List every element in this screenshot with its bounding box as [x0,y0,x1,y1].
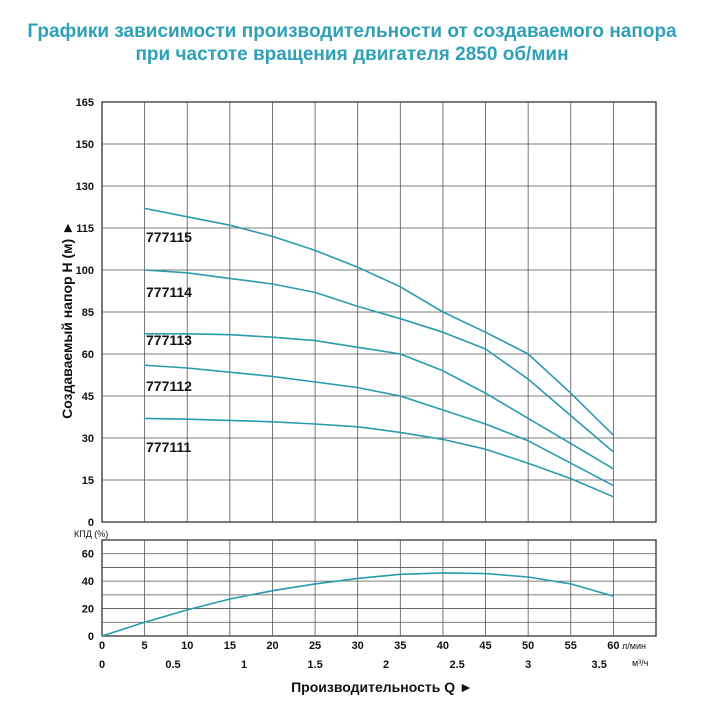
efficiency-curve-line [101,572,614,637]
series-label-777112: 777112 [146,378,192,394]
flow-lmin-tick-label: 35 [394,640,406,652]
head-tick-label: 100 [76,265,94,277]
head-curve-777111 [144,417,614,498]
head-tick-label: 150 [76,139,94,151]
flow-lmin-tick-label: 10 [181,640,193,652]
efficiency-chart-grid [101,539,657,637]
flow-m3h-tick-label: 0.5 [165,659,180,671]
efficiency-tick-label: 0 [88,631,94,643]
head-curve-777114 [144,269,614,453]
flow-lmin-tick-label: 5 [142,640,148,652]
head-axis-label: Создаваемый напор Н (м) ► [59,221,75,419]
head-y-ticks: 0 15 30 45 60 85 100 115 130 150 165 [76,97,94,529]
efficiency-plot-frame [101,539,657,637]
head-tick-label: 30 [82,433,94,445]
flow-m3h-tick-label: 2.5 [449,659,464,671]
flow-m3h-tick-label: 1 [241,659,247,671]
head-tick-label: 115 [76,223,94,235]
flow-lmin-tick-label: 30 [352,640,364,652]
flow-lmin-tick-label: 55 [565,640,577,652]
flow-lmin-tick-label: 20 [266,640,278,652]
head-chart-grid [101,101,657,523]
efficiency-axis-label: КПД (%) [74,529,108,539]
flow-lmin-tick-label: 15 [224,640,236,652]
head-curve-777115 [144,207,614,436]
head-tick-label: 85 [82,307,94,319]
series-label-777111: 777111 [146,439,191,455]
flow-m3h-unit: м³/ч [632,658,649,668]
flow-lmin-tick-label: 0 [99,640,105,652]
flow-lmin-tick-label: 25 [309,640,321,652]
series-label-777115: 777115 [146,229,192,245]
efficiency-curve [101,572,614,637]
flow-m3h-tick-label: 0 [99,659,105,671]
series-labels: 777115 777114 777113 777112 777111 [146,229,192,455]
series-label-777113: 777113 [146,332,192,348]
flow-lmin-tick-label: 50 [522,640,534,652]
head-tick-label: 165 [76,97,94,109]
head-tick-label: 0 [88,517,94,529]
flow-m3h-tick-label: 2 [383,659,389,671]
efficiency-tick-label: 40 [82,576,94,588]
chart-title-line1: Графики зависимости производительности о… [27,21,677,42]
chart-title-line2: при частоте вращения двигателя 2850 об/м… [135,44,569,65]
head-curve-777113 [144,332,614,470]
flow-lmin-ticks: 0 5 10 15 20 25 30 35 40 45 50 55 60 [99,640,620,652]
efficiency-y-ticks: 0 20 40 60 [82,549,94,643]
flow-m3h-tick-label: 3 [525,659,531,671]
flow-m3h-tick-label: 3.5 [592,659,607,671]
head-tick-label: 45 [82,391,94,403]
flow-lmin-unit: л/мин [622,641,646,651]
flow-lmin-tick-label: 60 [607,640,619,652]
head-curves [144,207,614,498]
flow-axis-label: Производительность Q ► [291,679,473,695]
head-tick-label: 15 [82,475,94,487]
efficiency-tick-label: 20 [82,604,94,616]
head-tick-label: 130 [76,181,94,193]
flow-m3h-ticks: 0 0.5 1 1.5 2 2.5 3 3.5 [99,659,607,671]
flow-m3h-tick-label: 1.5 [307,659,322,671]
series-label-777114: 777114 [146,284,192,300]
flow-lmin-tick-label: 40 [437,640,449,652]
head-tick-label: 60 [82,349,94,361]
head-curve-777112 [144,364,614,487]
flow-lmin-tick-label: 45 [479,640,491,652]
efficiency-tick-label: 60 [82,549,94,561]
